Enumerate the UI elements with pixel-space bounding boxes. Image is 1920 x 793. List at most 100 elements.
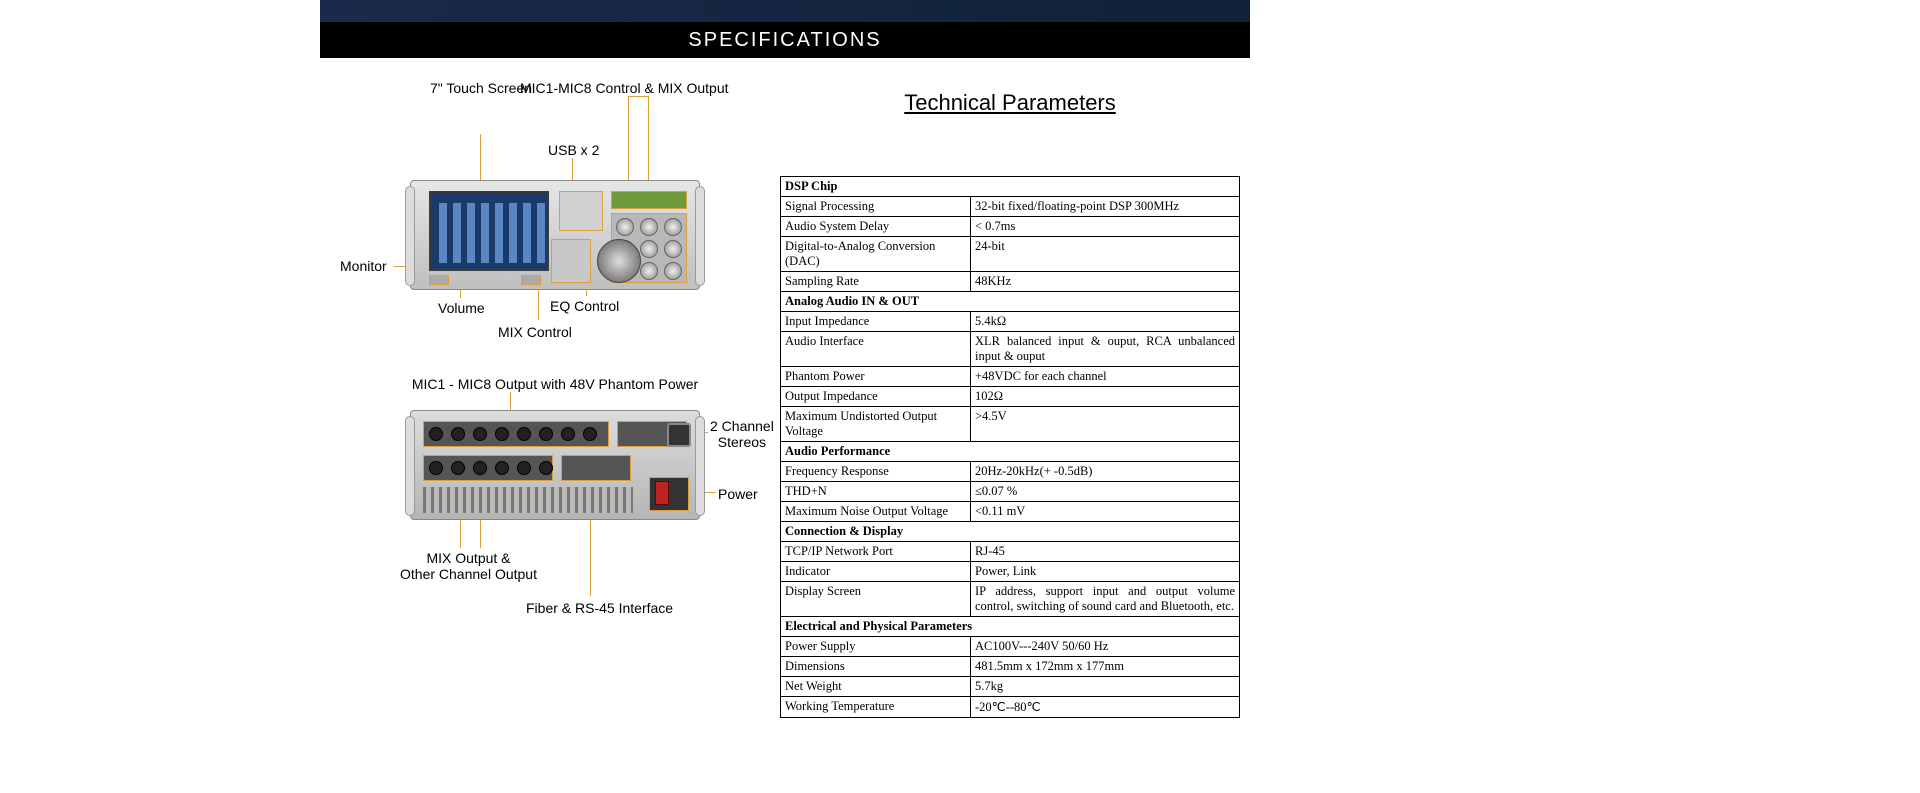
jog-dial <box>597 239 641 283</box>
callout-mix: MIX Control <box>498 324 572 340</box>
volume-region <box>521 275 541 285</box>
param-value: 5.7kg <box>971 677 1240 697</box>
param-label: Frequency Response <box>781 462 971 482</box>
param-value: ≤0.07 % <box>971 482 1240 502</box>
table-row: Dimensions481.5mm x 172mm x 177mm <box>781 657 1240 677</box>
ventilation <box>423 487 633 513</box>
table-row: Sampling Rate48KHz <box>781 272 1240 292</box>
param-label: Input Impedance <box>781 312 971 332</box>
xlr-jack <box>473 461 487 475</box>
table-row: Power SupplyAC100V---240V 50/60 Hz <box>781 637 1240 657</box>
table-row: Display ScreenIP address, support input … <box>781 582 1240 617</box>
callout-touch: 7" Touch Screen <box>430 80 532 96</box>
table-row: Working Temperature-20℃--80℃ <box>781 697 1240 718</box>
line <box>628 96 648 97</box>
line <box>628 96 629 188</box>
callout-mic-control: MIC1-MIC8 Control & MIX Output <box>520 80 729 96</box>
section-header: Analog Audio IN & OUT <box>781 292 1240 312</box>
fiber-rs45-region <box>561 455 631 481</box>
table-row: TCP/IP Network PortRJ-45 <box>781 542 1240 562</box>
callout-mixout: MIX Output & Other Channel Output <box>400 550 537 582</box>
xlr-jack <box>517 427 531 441</box>
param-value: 48KHz <box>971 272 1240 292</box>
param-label: Maximum Noise Output Voltage <box>781 502 971 522</box>
rack-handle <box>405 416 415 516</box>
touch-screen <box>429 191 549 271</box>
table-row: Signal Processing32-bit fixed/floating-p… <box>781 197 1240 217</box>
xlr-jack <box>429 461 443 475</box>
table-row: Phantom Power+48VDC for each channel <box>781 367 1240 387</box>
xlr-jack <box>451 461 465 475</box>
param-label: Audio Interface <box>781 332 971 367</box>
usb-region <box>559 191 603 231</box>
section-header: Electrical and Physical Parameters <box>781 617 1240 637</box>
param-value: >4.5V <box>971 407 1240 442</box>
table-row: Input Impedance5.4kΩ <box>781 312 1240 332</box>
param-label: Audio System Delay <box>781 217 971 237</box>
device-rear <box>410 410 700 520</box>
param-value: 20Hz-20kHz(+ -0.5dB) <box>971 462 1240 482</box>
rack-handle <box>405 186 415 286</box>
param-label: Phantom Power <box>781 367 971 387</box>
section-header: DSP Chip <box>781 177 1240 197</box>
callout-stereo: 2 Channel Stereos <box>710 418 774 450</box>
param-label: Net Weight <box>781 677 971 697</box>
param-label: TCP/IP Network Port <box>781 542 971 562</box>
section-header: Audio Performance <box>781 442 1240 462</box>
param-label: Power Supply <box>781 637 971 657</box>
param-value: XLR balanced input & ouput, RCA unbalanc… <box>971 332 1240 367</box>
param-value: RJ-45 <box>971 542 1240 562</box>
xlr-jack <box>429 427 443 441</box>
param-label: Digital-to-Analog Conversion (DAC) <box>781 237 971 272</box>
param-value: 32-bit fixed/floating-point DSP 300MHz <box>971 197 1240 217</box>
table-row: Digital-to-Analog Conversion (DAC)24-bit <box>781 237 1240 272</box>
table-row: IndicatorPower, Link <box>781 562 1240 582</box>
callout-fiber: Fiber & RS-45 Interface <box>526 600 673 616</box>
param-value: 24-bit <box>971 237 1240 272</box>
param-value: < 0.7ms <box>971 217 1240 237</box>
param-value: +48VDC for each channel <box>971 367 1240 387</box>
param-value: 5.4kΩ <box>971 312 1240 332</box>
table-row: Audio InterfaceXLR balanced input & oupu… <box>781 332 1240 367</box>
section-header: Connection & Display <box>781 522 1240 542</box>
xlr-jack <box>473 427 487 441</box>
param-label: THD+N <box>781 482 971 502</box>
callout-mic-48v: MIC1 - MIC8 Output with 48V Phantom Powe… <box>340 376 770 392</box>
device-front <box>410 180 700 290</box>
table-row: Frequency Response20Hz-20kHz(+ -0.5dB) <box>781 462 1240 482</box>
xlr-jack <box>495 461 509 475</box>
callout-monitor: Monitor <box>340 258 387 274</box>
table-row: THD+N≤0.07 % <box>781 482 1240 502</box>
param-value: AC100V---240V 50/60 Hz <box>971 637 1240 657</box>
diagram-area: MIC1-MIC8 Control & MIX Output 7" Touch … <box>340 80 800 640</box>
callout-power: Power <box>718 486 758 502</box>
xlr-jack <box>451 427 465 441</box>
param-label: Indicator <box>781 562 971 582</box>
xlr-jack <box>561 427 575 441</box>
top-strip <box>320 0 1250 22</box>
param-value: -20℃--80℃ <box>971 697 1240 718</box>
param-value: 102Ω <box>971 387 1240 407</box>
param-value: <0.11 mV <box>971 502 1240 522</box>
rack-handle <box>695 186 705 286</box>
param-value: Power, Link <box>971 562 1240 582</box>
mix-region <box>551 239 591 283</box>
params-title: Technical Parameters <box>780 90 1240 116</box>
brand-badge <box>611 191 687 209</box>
param-label: Maximum Undistorted Output Voltage <box>781 407 971 442</box>
table-row: Maximum Undistorted Output Voltage>4.5V <box>781 407 1240 442</box>
table-row: Output Impedance102Ω <box>781 387 1240 407</box>
table-row: Audio System Delay< 0.7ms <box>781 217 1240 237</box>
param-value: 481.5mm x 172mm x 177mm <box>971 657 1240 677</box>
page: SPECIFICATIONS MIC1-MIC8 Control & MIX O… <box>0 0 1920 793</box>
param-label: Signal Processing <box>781 197 971 217</box>
xlr-jack <box>517 461 531 475</box>
monitor-region <box>429 275 449 285</box>
fan-grille <box>667 423 691 447</box>
param-label: Sampling Rate <box>781 272 971 292</box>
specifications-bar: SPECIFICATIONS <box>320 22 1250 58</box>
callout-volume: Volume <box>438 300 485 316</box>
param-label: Dimensions <box>781 657 971 677</box>
param-label: Working Temperature <box>781 697 971 718</box>
xlr-jack <box>539 461 553 475</box>
